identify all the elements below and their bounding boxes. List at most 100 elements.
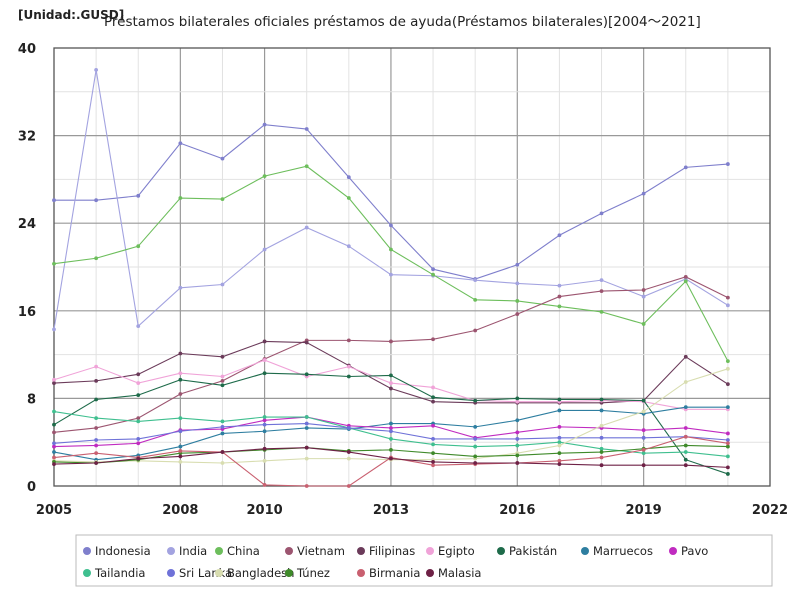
data-point	[641, 451, 646, 456]
x-tick-label: 2013	[373, 503, 409, 518]
legend-label: Sri Lanka	[179, 566, 232, 580]
legend-marker	[426, 547, 434, 555]
data-point	[178, 392, 183, 396]
data-point	[725, 465, 730, 470]
data-point	[304, 225, 309, 230]
series-sri-lanka	[52, 421, 730, 446]
data-point	[52, 377, 56, 382]
data-point	[431, 385, 435, 390]
data-point	[52, 198, 56, 203]
data-point	[52, 441, 56, 446]
y-tick-label: 0	[27, 480, 36, 495]
data-point	[52, 455, 56, 460]
data-point	[220, 461, 225, 465]
data-point	[346, 374, 351, 379]
data-point	[304, 445, 309, 450]
data-point	[94, 68, 99, 72]
data-point	[515, 396, 520, 401]
legend-item: Tailandia	[83, 566, 145, 580]
data-point	[431, 395, 435, 400]
data-point	[599, 309, 604, 314]
legend-marker	[357, 569, 365, 577]
legend-label: Túnez	[296, 566, 330, 580]
legend-marker	[285, 569, 293, 577]
legend-label: Pavo	[681, 544, 708, 558]
data-point	[473, 398, 478, 403]
data-point	[473, 461, 478, 465]
legend-label: Birmania	[369, 566, 420, 580]
data-point	[515, 437, 520, 441]
data-point	[431, 272, 435, 277]
data-point	[557, 283, 562, 288]
data-point	[304, 164, 309, 169]
data-point	[389, 386, 393, 391]
data-point	[346, 456, 351, 461]
data-point	[473, 454, 478, 459]
legend-item: Marruecos	[581, 544, 653, 558]
data-point	[262, 247, 267, 252]
data-point	[557, 233, 562, 238]
data-point	[220, 383, 225, 388]
data-point	[262, 458, 267, 463]
data-point	[136, 456, 141, 461]
data-point	[725, 359, 730, 364]
data-point	[389, 421, 393, 426]
data-point	[220, 431, 225, 436]
data-point	[431, 267, 435, 272]
data-point	[304, 127, 309, 131]
data-point	[431, 423, 435, 428]
data-point	[304, 415, 309, 419]
legend-marker	[167, 547, 175, 555]
data-point	[220, 156, 225, 161]
series-pakistán	[52, 371, 730, 476]
legend-item: Indonesia	[83, 544, 151, 558]
data-point	[178, 351, 183, 356]
data-point	[557, 408, 562, 413]
data-point	[641, 463, 646, 468]
data-point	[683, 274, 688, 279]
data-point	[136, 393, 141, 398]
data-point	[262, 358, 267, 362]
data-point	[683, 434, 688, 439]
data-point	[515, 461, 520, 465]
data-point	[52, 422, 56, 427]
legend: Indonesia India China Vietnam Filipinas Egipt…	[75, 534, 773, 587]
data-point	[641, 447, 646, 452]
x-tick-label: 2019	[626, 503, 662, 518]
data-point	[599, 211, 604, 216]
data-point	[641, 409, 646, 414]
x-tick-label: 2008	[162, 503, 198, 518]
x-tick-label: 2016	[499, 503, 535, 518]
data-point	[220, 450, 225, 454]
unit-label: [Unidad:.GUSD]	[18, 8, 124, 22]
data-point	[725, 454, 730, 459]
grid	[54, 48, 770, 486]
data-point	[725, 444, 730, 449]
data-point	[473, 424, 478, 429]
data-point	[262, 483, 267, 487]
legend-item: Birmania	[357, 566, 420, 580]
data-point	[136, 441, 141, 446]
data-point	[346, 244, 351, 249]
legend-marker	[426, 569, 434, 577]
legend-marker	[215, 547, 223, 555]
data-point	[262, 422, 267, 427]
series-malasia	[52, 445, 730, 470]
y-tick-label: 32	[18, 130, 36, 145]
data-point	[599, 450, 604, 454]
x-tick-label: 2022	[752, 503, 788, 518]
legend-label: Pakistán	[509, 544, 557, 558]
legend-label: Malasia	[438, 566, 481, 580]
data-point	[557, 462, 562, 466]
legend-marker	[669, 547, 677, 555]
data-point	[599, 278, 604, 283]
data-point	[220, 424, 225, 429]
data-point	[683, 426, 688, 430]
data-point	[262, 418, 267, 423]
data-point	[641, 398, 646, 403]
data-point	[683, 279, 688, 284]
data-point	[599, 423, 604, 428]
data-point	[725, 162, 730, 166]
data-point	[431, 451, 435, 456]
